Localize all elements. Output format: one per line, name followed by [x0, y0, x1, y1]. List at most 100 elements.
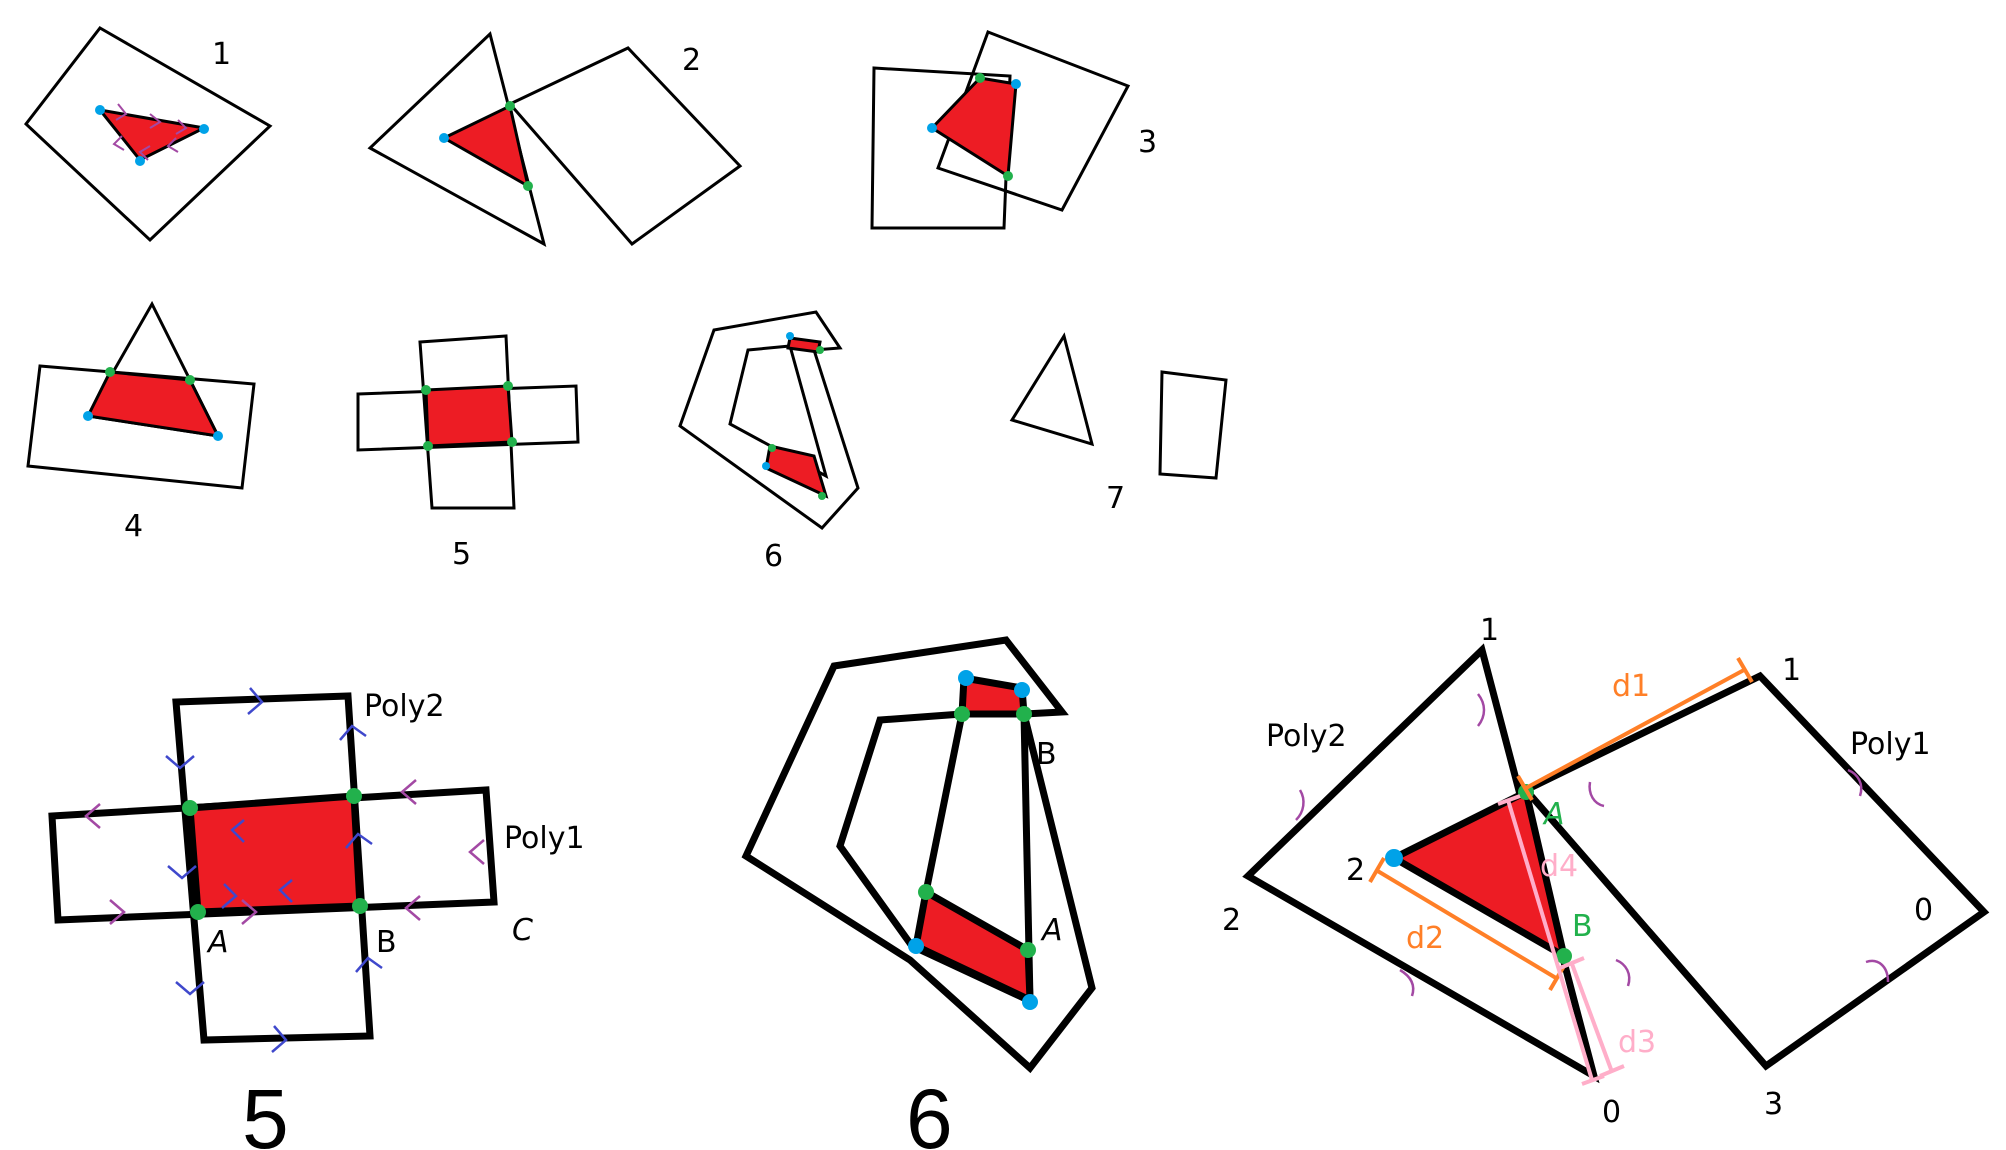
case-7: 7	[1009, 332, 1228, 516]
case-6-detail: B A 6	[741, 636, 1096, 1150]
vertex-bottom-left	[908, 938, 924, 954]
distance-detail: Poly2 Poly1 1 2 0 1 2 0 3 A B d1 d2 d3 d…	[1222, 613, 1990, 1130]
distance-d1-label: d1	[1612, 669, 1650, 704]
distance-d3	[1559, 956, 1625, 1078]
case-5-intersection	[423, 441, 433, 451]
poly1-quad	[1520, 671, 1990, 1071]
case-5-intersection	[421, 385, 431, 395]
poly1-vertex-2-label: 2	[1346, 853, 1365, 888]
intersection-top-1	[954, 706, 970, 722]
point-a-label: A	[206, 925, 229, 960]
case-5-number: 5	[452, 537, 471, 572]
intersection-top-left	[182, 800, 198, 816]
case-5-intersection	[507, 437, 517, 447]
case-3-vertex	[1011, 79, 1021, 89]
case-6: 6	[678, 310, 860, 574]
case-3-intersection	[1003, 171, 1013, 181]
case-4-intersection	[105, 367, 115, 377]
distance-clip-fill	[1386, 786, 1570, 964]
poly2-label: Poly2	[364, 689, 445, 724]
case-4-intersection	[185, 375, 195, 385]
case-4: 4	[26, 300, 256, 544]
case-6-number: 6	[764, 539, 783, 574]
poly1-label: Poly1	[504, 821, 585, 856]
point-a-label: A	[1040, 913, 1063, 948]
case-1-vertex	[135, 156, 145, 166]
case-1-poly2-fill	[96, 107, 209, 162]
point-a-label: A	[1542, 797, 1565, 832]
case-5-intersection	[503, 381, 513, 391]
case-3: 3	[870, 30, 1157, 230]
case-4-clip-fill	[85, 370, 221, 438]
poly1-direction-marks	[84, 779, 485, 925]
case-4-vertex	[213, 431, 223, 441]
case-5-detail-clip-fill	[186, 792, 364, 916]
case-3-intersection	[975, 73, 985, 83]
case-2: 2	[367, 31, 743, 247]
case-6-intersection	[816, 346, 824, 354]
intersection-b	[352, 898, 368, 914]
point-b-label: B	[376, 925, 397, 960]
vertex-top-right	[1014, 682, 1030, 698]
case-4-vertex	[83, 411, 93, 421]
poly2-vertex-2-label: 2	[1222, 903, 1241, 938]
case-5-vertical-rect	[418, 334, 516, 510]
case-6-clip-fill-top	[786, 336, 822, 354]
distance-d4	[1497, 794, 1605, 1086]
case-6-outer-poly	[678, 310, 860, 531]
case-2-intersection	[523, 181, 533, 191]
case-1-poly1	[23, 26, 273, 243]
case-3-clip-fill	[929, 76, 1018, 179]
distance-d1	[1516, 656, 1754, 802]
case-6-caption: 6	[906, 1072, 953, 1150]
case-5-detail: Poly2 Poly1 A B C 5	[48, 687, 585, 1150]
poly1-label: Poly1	[1850, 727, 1931, 762]
case-6-vertex	[786, 332, 794, 340]
poly1-vertex-1-label: 1	[1782, 653, 1801, 688]
poly2-vertical-rect	[172, 692, 374, 1044]
case-3-vertex	[927, 123, 937, 133]
vertex-top-left	[958, 670, 974, 686]
poly2-direction-marks	[165, 687, 383, 1053]
intersection-b	[1556, 948, 1572, 964]
case-6-detail-outer-poly	[741, 636, 1096, 1074]
poly1-vertex-0-label: 0	[1914, 893, 1933, 928]
distance-d4-label: d4	[1540, 849, 1578, 884]
intersection-bottom-1	[918, 884, 934, 900]
case-6-intersection	[768, 444, 776, 452]
distance-d2-label: d2	[1406, 921, 1444, 956]
case-2-intersection	[505, 101, 515, 111]
case-2-number: 2	[682, 43, 701, 78]
case-1-vertex	[95, 105, 105, 115]
poly2-label: Poly2	[1266, 719, 1347, 754]
case-5: 5	[356, 334, 580, 572]
poly2-vertex-1-label: 1	[1480, 613, 1499, 648]
poly1-vertex-3-label: 3	[1764, 1087, 1783, 1122]
point-b-label: B	[1036, 737, 1057, 772]
case-1: 1	[23, 26, 273, 243]
vertex-bottom-right	[1022, 994, 1038, 1010]
case-2-quad	[507, 46, 743, 247]
case-6-inner-poly	[728, 344, 829, 479]
intersection-a	[1020, 942, 1036, 958]
case-6-vertex	[762, 462, 770, 470]
distance-d3-label: d3	[1618, 1025, 1656, 1060]
case-3-number: 3	[1138, 125, 1157, 160]
case-6-intersection	[818, 492, 826, 500]
distance-d2	[1368, 856, 1566, 992]
intersection-top-right	[346, 788, 362, 804]
case-5-clip-fill	[424, 384, 514, 448]
case-6-clip-fill-bottom	[764, 444, 829, 499]
case-7-triangle	[1009, 332, 1095, 447]
case-7-number: 7	[1106, 481, 1125, 516]
case-7-rectangle	[1158, 370, 1228, 480]
direction-marks	[1295, 693, 1890, 997]
case-1-vertex	[199, 124, 209, 134]
poly2-vertex-0-label: 0	[1602, 1095, 1621, 1130]
case-3-square	[870, 66, 1012, 230]
point-c-label: C	[512, 913, 533, 948]
case-5-caption: 5	[242, 1072, 289, 1150]
case-4-number: 4	[124, 509, 143, 544]
case-1-direction-marks	[112, 103, 188, 161]
